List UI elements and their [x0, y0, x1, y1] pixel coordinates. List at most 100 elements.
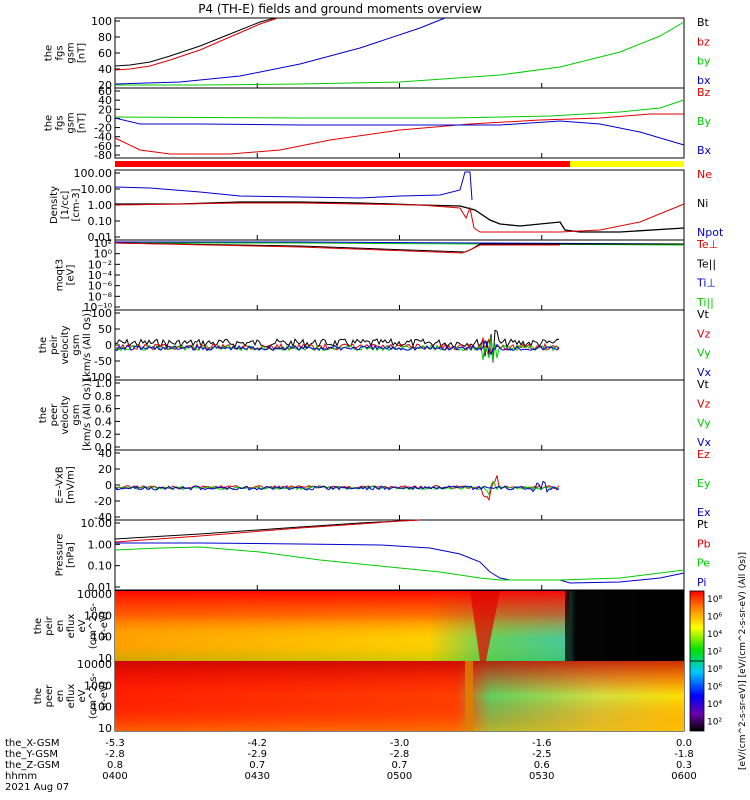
x-row-value: 0.7: [392, 760, 408, 771]
y-axis-label-line: gsm: [66, 112, 77, 133]
y-axis-label-line: eV: [77, 619, 88, 632]
x-row-label: the_Y-GSM: [5, 749, 58, 760]
y-tick-label: 1000: [84, 609, 112, 622]
curve-Pe: [114, 546, 685, 581]
y-tick-label: 0: [105, 479, 112, 492]
y-axis-label-line: the: [44, 115, 55, 131]
legend-Vt: Vt: [697, 378, 710, 391]
colorbar-tick: 10²: [707, 718, 722, 728]
colorbar-tick: 10⁶: [707, 683, 722, 693]
y-tick-label: 10⁰: [94, 248, 113, 261]
legend-bx: bx: [697, 74, 711, 87]
x-row-value: 0500: [387, 771, 412, 782]
y-axis-label-line: peer: [44, 684, 55, 708]
panel-vpeir: 100 50 0 -50 -100 the peir velocity gsm [km/s (Al…: [38, 307, 712, 384]
legend-Ex: Ex: [697, 506, 711, 519]
colorbar-tick: 10⁶: [707, 613, 722, 623]
legend-Vz: Vz: [697, 397, 711, 410]
y-tick-label: 60: [98, 85, 112, 98]
legend-Vx: Vx: [697, 366, 712, 379]
panel-frame: [114, 449, 685, 521]
y-axis-label-line: eV: [77, 689, 88, 702]
legend-Ti⊥: Ti⊥: [696, 277, 716, 290]
curve-Pb: [114, 519, 421, 543]
panel-frame: [114, 379, 685, 451]
x-row-value: -2.9: [247, 749, 267, 760]
y-tick-label: 1.00: [88, 538, 113, 551]
y-tick-label: 10: [98, 652, 112, 665]
y-axis-label-line: sr-eV): [99, 611, 110, 640]
pressure-panel-curves: [114, 519, 685, 584]
y-tick-label: 100: [91, 15, 112, 28]
y-tick-label: -50: [94, 355, 112, 368]
curve-Ni: [115, 201, 685, 233]
panel-frame: [114, 519, 685, 591]
y-tick-label: -20: [94, 122, 112, 135]
legend-Bx: Bx: [697, 144, 712, 157]
y-axis-label-line: [eV]: [66, 265, 77, 286]
y-tick-label: 100: [91, 631, 112, 644]
y-axis-label-line: [nT]: [77, 43, 88, 63]
y-axis-label-line: [1/cc]: [60, 191, 71, 220]
y-axis-label-line: en: [55, 620, 66, 633]
curve-by: [115, 21, 685, 86]
curve-Vz: [114, 337, 560, 354]
curve-Npot: [114, 171, 473, 201]
y-tick-label: 0: [105, 112, 112, 125]
x-row-value: -4.2: [247, 738, 267, 749]
y-tick-label: 10²: [94, 237, 112, 250]
bar-yellow: [570, 161, 684, 167]
y-tick-label: 10.00: [81, 183, 113, 196]
y-tick-label: 40: [98, 63, 112, 76]
legend-Ti||: Ti||: [696, 296, 714, 309]
y-axis-label-line: [cm-3]: [71, 188, 82, 221]
legend-Pi: Pi: [697, 576, 706, 589]
legend-Vz: Vz: [697, 327, 711, 340]
legend-by: by: [697, 55, 711, 68]
y-tick-label: 80: [98, 31, 112, 44]
y-tick-label: 0.10: [88, 560, 113, 573]
x-row-value: 0.8: [107, 760, 123, 771]
x-row-value: -1.8: [674, 749, 694, 760]
y-axis-label-line: gsm: [71, 404, 82, 425]
panel-bt: 100 80 60 40 20 the fgs gsm [nT] Bt bz by bx: [44, 15, 711, 92]
y-axis-label-line: the: [38, 337, 49, 353]
y-tick-label: -40: [94, 131, 112, 144]
y-axis-label-line: E=-VxB: [55, 466, 66, 503]
panel-frame: [114, 87, 685, 159]
curve-Ez: [114, 475, 560, 502]
y-tick-label: 10000: [77, 658, 112, 671]
colorbar-tick: 10⁴: [707, 700, 722, 710]
y-axis-label-line: en: [55, 690, 66, 703]
y-axis-label-line: Pressure: [55, 534, 66, 577]
colorbar-tick: 10⁸: [707, 595, 722, 605]
curve-Bt: [114, 17, 276, 67]
legend-Ni: Ni: [697, 197, 708, 210]
panel-efield: 40 20 0 -20 -40 E=-VxB [mV/m] Ez Ey Ex: [55, 447, 711, 524]
legend-Vx: Vx: [697, 436, 712, 449]
y-axis-label-line: the: [33, 618, 44, 634]
date-label: 2021 Aug 07: [5, 782, 69, 793]
x-row-value: -2.5: [532, 749, 552, 760]
x-row-value: 0600: [671, 771, 696, 782]
x-row-value: -5.3: [105, 738, 125, 749]
bar-red: [115, 161, 570, 167]
colorbar-label: [eV/(cm^2-s-sr-eV)] [eV/(cm^2-s-sr-eV) (…: [738, 552, 748, 770]
plot-title: P4 (TH-E) fields and ground moments over…: [198, 2, 482, 16]
legend-Bt: Bt: [697, 16, 710, 29]
y-tick-label: 0.10: [88, 215, 113, 228]
y-tick-label: 1.0: [95, 377, 113, 390]
legend-Vy: Vy: [697, 347, 711, 360]
y-axis-label-line: [km/s (All Qs)]: [82, 309, 93, 381]
y-tick-label: -60: [94, 140, 112, 153]
y-tick-label: 10⁻⁸: [88, 290, 113, 303]
y-tick-label: 0.4: [95, 415, 113, 428]
legend-Vy: Vy: [697, 417, 711, 430]
legend-Bz: Bz: [697, 86, 711, 99]
y-axis-label-line: gsm: [71, 334, 82, 355]
y-axis-label-line: (cm^2-s-: [88, 602, 99, 649]
y-tick-label: 0.8: [95, 390, 113, 403]
y-tick-label: 100: [91, 701, 112, 714]
legend-Ne: Ne: [697, 168, 712, 181]
